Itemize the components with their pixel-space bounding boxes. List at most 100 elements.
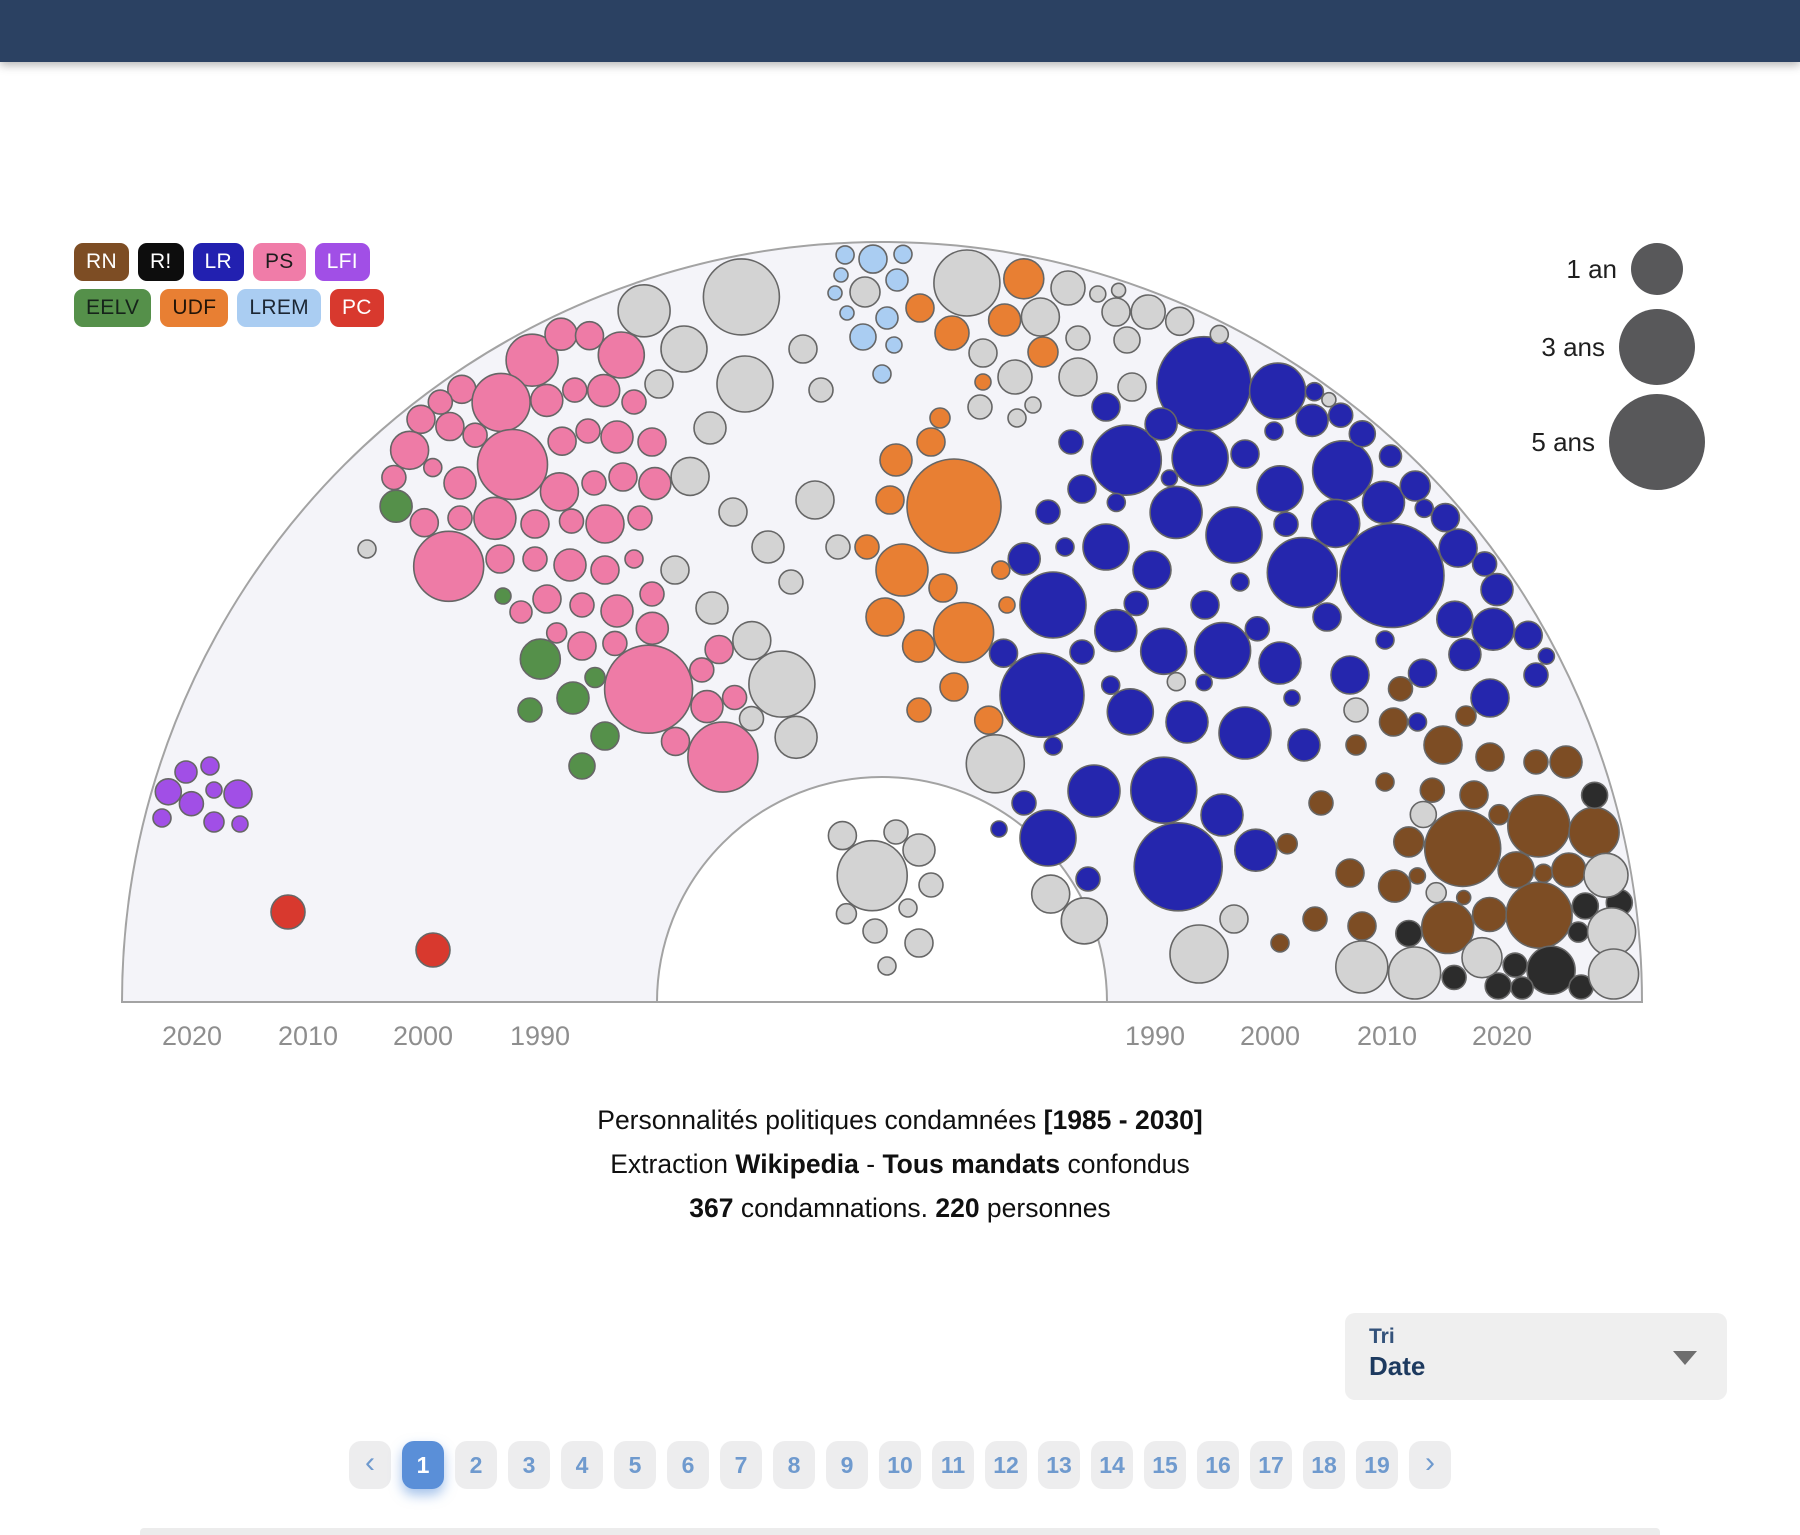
- bubble-lr[interactable]: [1244, 615, 1271, 642]
- bubble-na[interactable]: [1166, 671, 1187, 692]
- bubble-na[interactable]: [1583, 852, 1629, 899]
- bubble-lrem[interactable]: [839, 305, 855, 321]
- bubble-ps[interactable]: [638, 466, 672, 501]
- bubble-lr[interactable]: [1264, 421, 1284, 441]
- bubble-udf[interactable]: [939, 672, 969, 702]
- bubble-rn[interactable]: [1423, 809, 1502, 888]
- bubble-lr[interactable]: [1193, 621, 1252, 680]
- bubble-lfi[interactable]: [200, 756, 220, 776]
- bubble-lr[interactable]: [1273, 511, 1299, 538]
- bubble-na[interactable]: [904, 928, 934, 958]
- bubble-lr[interactable]: [1132, 550, 1172, 590]
- bubble-rn[interactable]: [1455, 705, 1477, 727]
- bubble-lr[interactable]: [1171, 429, 1229, 487]
- bubble-na[interactable]: [660, 555, 690, 585]
- bubble-lr[interactable]: [1471, 551, 1498, 577]
- pagination-page-16[interactable]: 16: [1197, 1441, 1239, 1489]
- bubble-na[interactable]: [660, 325, 708, 373]
- bubble-lr[interactable]: [1149, 485, 1203, 540]
- bubble-ps[interactable]: [545, 622, 568, 644]
- bubble-na[interactable]: [1219, 904, 1249, 934]
- bubble-eelv[interactable]: [517, 697, 543, 723]
- bubble-ps[interactable]: [532, 584, 562, 614]
- bubble-rn[interactable]: [1523, 749, 1549, 775]
- bubble-ps[interactable]: [602, 630, 628, 657]
- bubble-ps[interactable]: [690, 689, 724, 724]
- bubble-ps[interactable]: [704, 634, 734, 665]
- bubble-lr[interactable]: [1311, 439, 1374, 502]
- bubble-rn[interactable]: [1475, 742, 1505, 772]
- bubble-na[interactable]: [670, 456, 710, 497]
- bubble-lr[interactable]: [1287, 728, 1321, 762]
- bubble-lr[interactable]: [1312, 602, 1342, 632]
- bubble-ps[interactable]: [544, 317, 578, 352]
- bubble-ps[interactable]: [567, 631, 597, 661]
- bubble-lr[interactable]: [1471, 607, 1515, 652]
- bubble-udf[interactable]: [929, 407, 951, 429]
- bubble-ps[interactable]: [621, 389, 647, 415]
- bubble-lrem[interactable]: [885, 336, 903, 354]
- bubble-rn[interactable]: [1549, 745, 1583, 779]
- bubble-udf[interactable]: [879, 443, 913, 477]
- pagination-page-11[interactable]: 11: [932, 1441, 974, 1489]
- bubble-na[interactable]: [751, 530, 785, 564]
- bubble-lfi[interactable]: [203, 811, 225, 833]
- bubble-lr[interactable]: [1304, 381, 1325, 402]
- bubble-lfi[interactable]: [174, 760, 198, 784]
- bubble-na[interactable]: [1335, 940, 1389, 994]
- bubble-udf[interactable]: [875, 485, 905, 515]
- bubble-na[interactable]: [877, 956, 897, 976]
- bubble-udf[interactable]: [990, 560, 1011, 580]
- bubble-udf[interactable]: [906, 697, 932, 723]
- bubble-ps[interactable]: [505, 333, 559, 388]
- pagination-page-6[interactable]: 6: [667, 1441, 709, 1489]
- bubble-lr[interactable]: [1430, 502, 1461, 533]
- bubble-r[interactable]: [1502, 952, 1528, 978]
- bubble-lr[interactable]: [1378, 444, 1403, 468]
- bubble-na[interactable]: [1050, 270, 1086, 306]
- bubble-lrem[interactable]: [827, 285, 843, 301]
- bubble-rn[interactable]: [1488, 803, 1510, 826]
- pagination-page-14[interactable]: 14: [1091, 1441, 1133, 1489]
- legend-badge-rn[interactable]: RN: [74, 243, 129, 281]
- bubble-ps[interactable]: [585, 504, 625, 544]
- bubble-na[interactable]: [902, 833, 936, 867]
- bubble-lr[interactable]: [1230, 572, 1250, 592]
- bubble-na[interactable]: [968, 338, 998, 368]
- bubble-lr[interactable]: [1436, 600, 1474, 639]
- bubble-lrem[interactable]: [849, 323, 877, 351]
- bubble-ps[interactable]: [637, 427, 667, 457]
- bubble-rn[interactable]: [1455, 889, 1472, 906]
- bubble-na[interactable]: [1113, 326, 1141, 354]
- bubble-lr[interactable]: [1067, 474, 1097, 504]
- bubble-udf[interactable]: [1027, 336, 1059, 368]
- bubble-udf[interactable]: [906, 458, 1002, 554]
- bubble-na[interactable]: [808, 377, 834, 403]
- bubble-ps[interactable]: [471, 372, 531, 433]
- bubble-udf[interactable]: [865, 597, 905, 637]
- bubble-lr[interactable]: [1327, 402, 1354, 429]
- bubble-lr[interactable]: [1348, 419, 1377, 448]
- bubble-lrem[interactable]: [858, 244, 888, 274]
- pagination-next-button[interactable]: ›: [1409, 1441, 1451, 1489]
- bubble-na[interactable]: [693, 411, 727, 445]
- bubble-r[interactable]: [1567, 921, 1590, 943]
- bubble-eelv[interactable]: [590, 721, 620, 751]
- bubble-ps[interactable]: [520, 509, 550, 539]
- bubble-lr[interactable]: [1283, 689, 1301, 707]
- bubble-lr[interactable]: [1123, 590, 1149, 617]
- bubble-ps[interactable]: [624, 549, 644, 569]
- bubble-lr[interactable]: [1094, 608, 1138, 653]
- bubble-lr[interactable]: [1195, 673, 1213, 692]
- bubble-na[interactable]: [918, 872, 944, 898]
- bubble-lr[interactable]: [1310, 498, 1361, 549]
- bubble-lfi[interactable]: [223, 779, 253, 809]
- bubble-lr[interactable]: [1448, 637, 1482, 672]
- bubble-na[interactable]: [1024, 396, 1042, 414]
- bubble-rn[interactable]: [1347, 911, 1377, 941]
- bubble-ps[interactable]: [547, 426, 577, 457]
- bubble-pc[interactable]: [270, 894, 306, 930]
- bubble-na[interactable]: [702, 258, 781, 336]
- bubble-rn[interactable]: [1471, 896, 1508, 933]
- bubble-lrem[interactable]: [893, 244, 913, 265]
